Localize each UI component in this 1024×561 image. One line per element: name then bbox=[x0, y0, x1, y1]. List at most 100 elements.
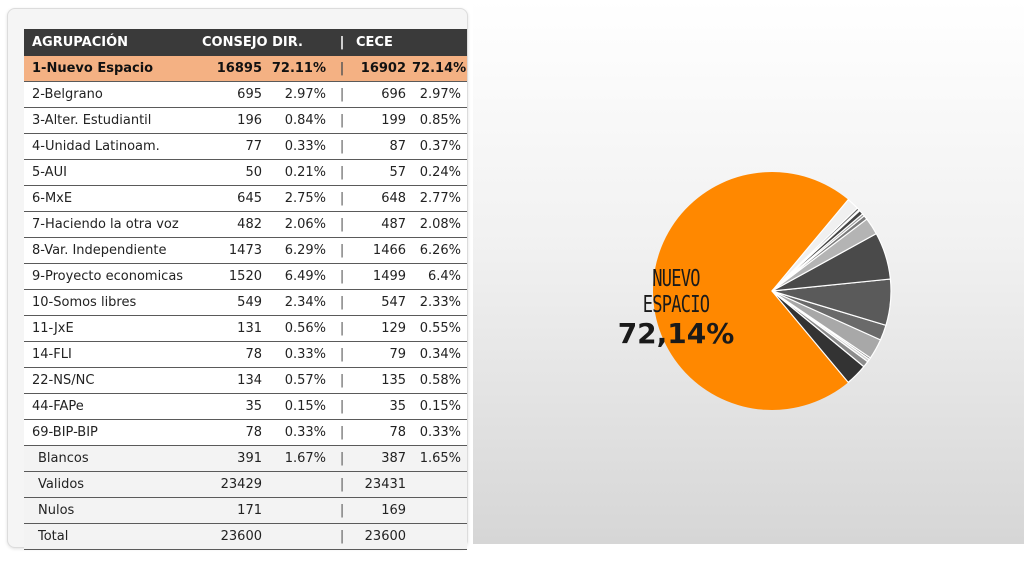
row-ce-pct: 0.34% bbox=[412, 341, 468, 368]
row-separator: | bbox=[332, 445, 353, 472]
row-cd-votes: 171 bbox=[196, 497, 268, 524]
row-separator: | bbox=[332, 211, 353, 238]
row-name: 1-Nuevo Espacio bbox=[24, 56, 196, 82]
header-agrupacion: AGRUPACIÓN bbox=[24, 29, 196, 56]
pie-slice bbox=[771, 198, 859, 292]
table-row: 5-AUI 50 0.21% | 57 0.24% bbox=[24, 159, 468, 186]
row-separator: | bbox=[332, 107, 353, 134]
row-separator: | bbox=[332, 237, 353, 264]
row-name: 44-FAPe bbox=[24, 393, 196, 420]
table-row: 9-Proyecto economicas 1520 6.49% | 1499 6.4% bbox=[24, 263, 468, 290]
row-separator: | bbox=[332, 341, 353, 368]
pie-label: NUEVO ESPACIO 72,14% bbox=[605, 266, 747, 350]
row-name: 6-MxE bbox=[24, 185, 196, 212]
row-ce-pct: 0.33% bbox=[412, 419, 468, 446]
row-cd-pct: 2.97% bbox=[268, 81, 333, 108]
row-cd-pct: 0.56% bbox=[268, 315, 333, 342]
row-ce-votes: 169 bbox=[352, 497, 413, 524]
row-cd-votes: 35 bbox=[196, 393, 268, 420]
row-cd-votes: 23429 bbox=[196, 471, 268, 498]
row-ce-pct: 0.55% bbox=[412, 315, 468, 342]
row-ce-votes: 1466 bbox=[352, 237, 413, 264]
row-ce-pct: 2.08% bbox=[412, 211, 468, 238]
row-ce-votes: 487 bbox=[352, 211, 413, 238]
table-row: 4-Unidad Latinoam. 77 0.33% | 87 0.37% bbox=[24, 133, 468, 160]
row-cd-votes: 78 bbox=[196, 341, 268, 368]
row-separator: | bbox=[332, 133, 353, 160]
table-row: 22-NS/NC 134 0.57% | 135 0.58% bbox=[24, 367, 468, 394]
row-cd-votes: 1473 bbox=[196, 237, 268, 264]
row-ce-pct bbox=[412, 497, 468, 524]
row-ce-votes: 23600 bbox=[352, 523, 413, 550]
row-cd-pct bbox=[268, 523, 333, 550]
row-separator: | bbox=[332, 289, 353, 316]
row-name: 3-Alter. Estudiantil bbox=[24, 107, 196, 134]
row-separator: | bbox=[332, 159, 353, 186]
row-ce-pct: 0.58% bbox=[412, 367, 468, 394]
row-ce-pct: 0.15% bbox=[412, 393, 468, 420]
row-ce-pct: 0.37% bbox=[412, 133, 468, 160]
table-row: Blancos 391 1.67% | 387 1.65% bbox=[24, 445, 468, 472]
row-ce-votes: 648 bbox=[352, 185, 413, 212]
row-ce-pct: 0.24% bbox=[412, 159, 468, 186]
row-ce-pct: 2.97% bbox=[412, 81, 468, 108]
row-cd-pct bbox=[268, 471, 333, 498]
row-ce-votes: 23431 bbox=[352, 471, 413, 498]
row-ce-pct: 6.4% bbox=[412, 263, 468, 290]
header-cece: CECE bbox=[352, 29, 468, 56]
row-ce-pct: 72.14% bbox=[412, 56, 468, 82]
row-ce-votes: 696 bbox=[352, 81, 413, 108]
row-ce-votes: 129 bbox=[352, 315, 413, 342]
row-name: 7-Haciendo la otra voz bbox=[24, 211, 196, 238]
row-name: 14-FLI bbox=[24, 341, 196, 368]
row-name: Validos bbox=[24, 471, 196, 498]
row-cd-pct: 0.33% bbox=[268, 341, 333, 368]
row-separator: | bbox=[332, 263, 353, 290]
row-cd-votes: 134 bbox=[196, 367, 268, 394]
row-cd-pct: 2.34% bbox=[268, 289, 333, 316]
row-name: 4-Unidad Latinoam. bbox=[24, 133, 196, 160]
row-cd-votes: 1520 bbox=[196, 263, 268, 290]
row-cd-pct: 72.11% bbox=[268, 56, 333, 82]
row-separator: | bbox=[332, 523, 353, 550]
row-name: Blancos bbox=[24, 445, 196, 472]
table-row: 69-BIP-BIP 78 0.33% | 78 0.33% bbox=[24, 419, 468, 446]
row-separator: | bbox=[332, 393, 353, 420]
row-ce-votes: 87 bbox=[352, 133, 413, 160]
header-separator: | bbox=[332, 29, 353, 56]
row-ce-votes: 16902 bbox=[352, 56, 413, 82]
table-body: 1-Nuevo Espacio 16895 72.11% | 16902 72.14% 2-… bbox=[24, 56, 468, 550]
row-cd-pct: 6.49% bbox=[268, 263, 333, 290]
row-name: 11-JxE bbox=[24, 315, 196, 342]
row-cd-votes: 16895 bbox=[196, 56, 268, 82]
row-separator: | bbox=[332, 419, 353, 446]
row-name: 5-AUI bbox=[24, 159, 196, 186]
row-name: 8-Var. Independiente bbox=[24, 237, 196, 264]
row-cd-pct: 0.21% bbox=[268, 159, 333, 186]
row-ce-votes: 199 bbox=[352, 107, 413, 134]
row-ce-pct: 1.65% bbox=[412, 445, 468, 472]
row-ce-votes: 79 bbox=[352, 341, 413, 368]
row-cd-pct: 2.75% bbox=[268, 185, 333, 212]
results-card: AGRUPACIÓN CONSEJO DIR. | CECE 1-Nuevo E… bbox=[7, 8, 468, 550]
row-separator: | bbox=[332, 497, 353, 524]
row-cd-votes: 50 bbox=[196, 159, 268, 186]
row-separator: | bbox=[332, 185, 353, 212]
row-ce-pct bbox=[412, 471, 468, 498]
row-ce-votes: 547 bbox=[352, 289, 413, 316]
row-name: 9-Proyecto economicas bbox=[24, 263, 196, 290]
row-cd-votes: 78 bbox=[196, 419, 268, 446]
pie-slice bbox=[653, 172, 849, 410]
row-name: 2-Belgrano bbox=[24, 81, 196, 108]
header-consejo-dir: CONSEJO DIR. bbox=[196, 29, 333, 56]
table-row: Validos 23429 | 23431 bbox=[24, 471, 468, 498]
row-ce-votes: 135 bbox=[352, 367, 413, 394]
table-row: 14-FLI 78 0.33% | 79 0.34% bbox=[24, 341, 468, 368]
row-cd-pct: 0.33% bbox=[268, 133, 333, 160]
row-separator: | bbox=[332, 471, 353, 498]
row-separator: | bbox=[332, 56, 353, 82]
row-ce-votes: 387 bbox=[352, 445, 413, 472]
row-cd-pct: 2.06% bbox=[268, 211, 333, 238]
row-separator: | bbox=[332, 81, 353, 108]
